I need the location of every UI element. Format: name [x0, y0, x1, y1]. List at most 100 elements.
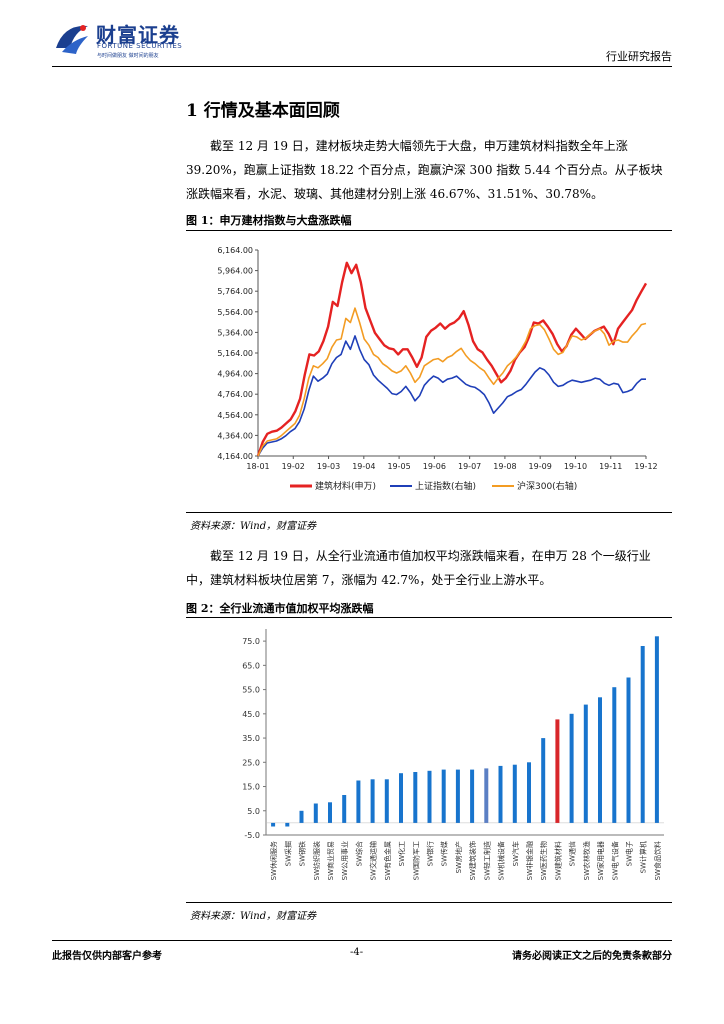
bar [583, 704, 588, 823]
bar [640, 646, 645, 823]
x-category-label: SW建筑装饰 [468, 841, 477, 880]
x-category-label: SW公用事业 [340, 841, 349, 880]
bar [541, 738, 546, 823]
x-tick-label: 19-09 [529, 462, 552, 471]
paragraph-2: 截至 12 月 19 日，从全行业流通市值加权平均涨跌幅来看，在申万 28 个一… [186, 549, 651, 587]
x-tick-label: 19-06 [423, 462, 446, 471]
x-category-label: SW医药生物 [539, 841, 548, 880]
x-category-label: SW传媒 [440, 841, 449, 866]
bar [455, 769, 460, 823]
bar [384, 779, 389, 823]
y-tick-label: 4,964.00 [217, 370, 253, 379]
x-category-label: SW家用电器 [596, 841, 605, 880]
bar [413, 772, 418, 823]
legend-label-1: 建筑材料(申万) [315, 480, 376, 492]
x-tick-label: 19-05 [387, 462, 410, 471]
x-category-label: SW采掘 [283, 841, 292, 866]
y-tick-label: 5.0 [247, 807, 260, 816]
bar [612, 687, 617, 823]
company-slogan: 与时间做朋友 做时间的朋友 [97, 53, 159, 59]
x-category-label: SW国防军工 [411, 841, 420, 880]
x-category-label: SW综合 [354, 841, 363, 866]
x-category-label: SW食品饮料 [653, 841, 662, 880]
x-tick-label: 19-12 [634, 462, 657, 471]
line-chart: 4,164.00 4,364.00 4,564.00 4,764.00 4,964.00… [217, 246, 657, 492]
bar-chart: 75.0 65.0 55.0 45.0 35.0 25.0 15.0 5.0 -5.0 SW休闲服… [242, 629, 664, 880]
x-category-label: SW银行 [426, 841, 435, 866]
section-title: 1 行情及基本面回顾 [186, 101, 340, 121]
x-category-label: SW纺织服装 [312, 841, 321, 880]
x-category-label: SW农林牧渔 [582, 841, 591, 880]
figure-1-bottom-rule [186, 512, 672, 513]
figure-2-source: 资料来源：Wind，财富证券 [190, 911, 317, 922]
bar [441, 769, 446, 823]
figure-1-title: 图 1：申万建材指数与大盘涨跌幅 [186, 214, 352, 227]
x-category-label: SW休闲服务 [269, 841, 278, 880]
bar [342, 795, 347, 823]
y-tick-label: 55.0 [242, 686, 260, 695]
bar [527, 762, 531, 823]
figure-1-top-rule [186, 230, 672, 231]
bar [427, 770, 432, 823]
x-category-label: SW通信 [568, 841, 577, 866]
legend-label-2: 上证指数(右轴) [415, 480, 476, 492]
figure-2-bottom-rule [186, 902, 672, 903]
y-tick-label: 5,364.00 [217, 328, 253, 337]
bar [484, 768, 489, 823]
x-category-label: SW机械设备 [497, 841, 506, 880]
y-tick-label: 5,564.00 [217, 308, 253, 317]
company-name-cn: 财富证券 [96, 23, 180, 47]
x-tick-label: 19-11 [599, 462, 622, 471]
y-tick-label: 5,964.00 [217, 267, 253, 276]
footer-terms: 请务必阅读正文之后的免责条款部分 [512, 951, 672, 962]
x-tick-label: 19-07 [458, 462, 481, 471]
footer-disclaimer: 此报告仅供内部客户参考 [52, 951, 162, 962]
bar [399, 773, 403, 823]
x-category-label: SW有色金属 [383, 841, 392, 880]
report-type: 行业研究报告 [606, 50, 672, 63]
y-tick-label: 75.0 [242, 637, 260, 646]
x-tick-label: 18-01 [246, 462, 269, 471]
series-line-1 [256, 261, 648, 457]
series-line-3 [257, 307, 647, 457]
x-tick-label: 19-10 [564, 462, 587, 471]
x-category-label: SW非银金融 [525, 841, 534, 880]
x-category-label: SW计算机 [639, 841, 648, 873]
figure-2-top-rule [186, 617, 672, 618]
y-tick-label: 65.0 [242, 661, 260, 670]
y-tick-label: -5.0 [244, 831, 260, 840]
y-tick-label: 5,164.00 [217, 349, 253, 358]
figure-1-source: 资料来源：Wind，财富证券 [190, 521, 317, 532]
bar [470, 769, 475, 823]
figure-2-title: 图 2：全行业流通市值加权平均涨跌幅 [186, 602, 374, 615]
header-divider [52, 66, 672, 67]
bar [370, 779, 375, 823]
bar [512, 764, 517, 823]
series-line-2 [257, 335, 646, 457]
bar [271, 822, 276, 827]
x-category-label: SW电子 [625, 841, 634, 866]
x-category-label: SW交通运输 [369, 841, 378, 880]
x-tick-label: 19-02 [282, 462, 305, 471]
y-tick-label: 15.0 [242, 783, 260, 792]
bar [555, 719, 560, 823]
bar [299, 810, 304, 823]
legend-label-3: 沪深300(右轴) [517, 480, 577, 492]
x-category-label: SW钢铁 [298, 841, 307, 866]
footer-divider [52, 940, 672, 941]
company-name-en: FORTUNE SECURITIES [97, 42, 183, 50]
bar [654, 636, 659, 823]
bar [598, 697, 602, 823]
x-tick-label: 19-03 [317, 462, 340, 471]
y-tick-label: 25.0 [242, 758, 260, 767]
bar [626, 677, 631, 823]
y-tick-label: 4,364.00 [217, 431, 253, 440]
bar [569, 713, 574, 823]
page-number: -4- [350, 947, 364, 958]
y-tick-label: 45.0 [242, 710, 260, 719]
bar [356, 780, 361, 823]
x-category-label: SW汽车 [511, 841, 520, 866]
bar [498, 765, 503, 823]
x-category-label: SW化工 [397, 841, 406, 866]
y-tick-label: 5,764.00 [217, 287, 253, 296]
